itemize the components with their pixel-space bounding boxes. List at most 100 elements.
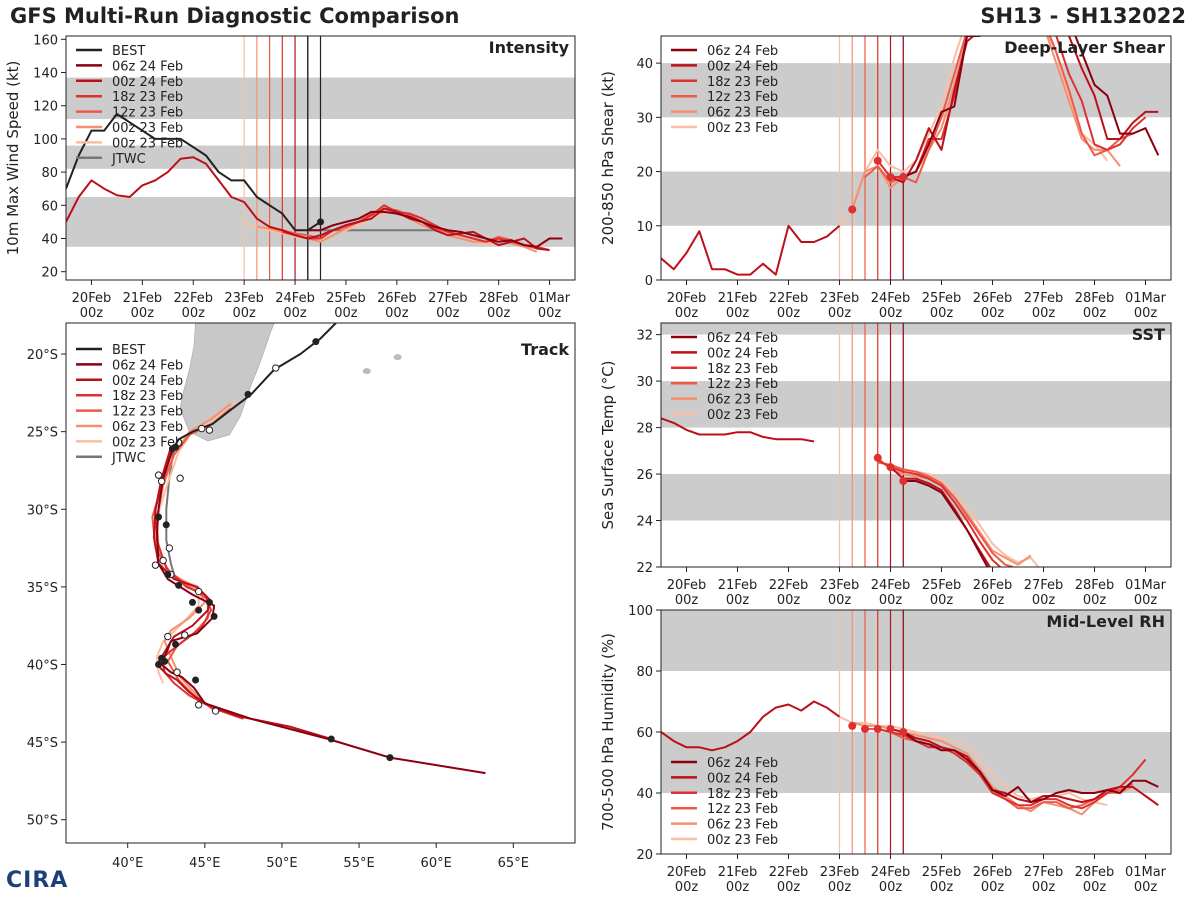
series-line [307,210,563,248]
axes-frame [65,35,576,281]
x-tick-label: 00z [930,880,954,895]
legend-label: 00z 23 Feb [112,136,183,151]
legend-label: 00z 23 Feb [112,121,183,136]
x-tick-label: 00z [487,306,511,321]
panel-rh: 2040608010020Feb00z21Feb00z22Feb00z23Feb… [599,604,1172,895]
legend-label: 06z 24 Feb [707,331,778,346]
track-position-dot [161,657,169,665]
y-axis-label: Sea Surface Temp (°C) [599,360,617,529]
x-tick-label: 00z [828,593,852,608]
legend-label: 00z 24 Feb [112,374,183,389]
x-tick-label: 21Feb [718,865,758,880]
x-tick-label: 22Feb [173,291,213,306]
panel-track: 40°E 45°E 50°E 55°E 60°E 65°E 20°S 25°S 30°S 35°S… [27,322,576,871]
x-tick-label: 00z [80,306,104,321]
y-tick-label: 60 [636,726,653,741]
y-tick-label: 40 [41,233,58,248]
y-tick-label: 20 [636,848,653,863]
x-tick-label: 00z [1134,306,1158,321]
x-tick-label: 24Feb [275,291,315,306]
legend-label: 18z 23 Feb [707,75,778,90]
y-tick-label: 120 [33,100,58,115]
x-tick-label: 21Feb [123,291,163,306]
track-line [151,407,232,712]
madagascar-landmass [177,323,275,442]
x-tick-label: 21Feb [718,578,758,593]
y-tick-label: 40 [636,787,653,802]
x-tick-label: 00z [675,593,699,608]
shaded-band [661,610,1171,671]
track-position-dot [244,390,252,398]
x-tick-label: 20Feb [667,578,707,593]
x-tick-label: 00z [1083,593,1107,608]
island [393,354,402,361]
x-tick-label: 00z [828,306,852,321]
init-dot [886,463,895,472]
x-tick-label: 00z [436,306,460,321]
x-tick-label: 01Mar [529,291,571,306]
x-tick-label: 00z [879,880,903,895]
series-line [877,36,1147,178]
x-tick-label: 40°E [112,856,143,871]
track-position-hollow [176,474,184,482]
x-tick-label: 00z [981,880,1005,895]
x-tick-label: 00z [1083,880,1107,895]
x-tick-label: 50°E [266,856,297,871]
track-line [154,443,244,720]
figure-title: GFS Multi-Run Diagnostic Comparison [10,4,460,28]
init-dot [873,724,882,733]
x-tick-label: 23Feb [820,865,860,880]
axes-frame [660,322,1172,568]
track-position-hollow [272,364,280,372]
x-tick-label: 27Feb [1024,865,1064,880]
legend-label: 12z 23 Feb [112,106,183,121]
x-tick-label: 24Feb [871,291,911,306]
x-tick-label: 23Feb [820,291,860,306]
track-position-hollow [205,426,214,434]
panel-title: Intensity [489,38,570,57]
legend-label: BEST [112,44,145,59]
track-position-hollow [194,587,203,596]
x-tick-label: 25Feb [922,291,962,306]
plot-area [661,323,1171,567]
y-tick-label: 50°S [27,814,58,829]
x-tick-label: 00z [1134,880,1158,895]
series-dot [317,218,324,226]
legend-label: 18z 23 Feb [112,90,183,105]
axes-frame [660,35,1172,281]
legend-label: 06z 24 Feb [112,59,183,74]
x-tick-label: 45°E [189,856,220,871]
series-line [890,728,1159,807]
y-tick-label: 26 [636,468,653,483]
x-tick-label: 00z [675,306,699,321]
x-tick-label: 00z [981,593,1005,608]
y-tick-label: 22 [636,561,653,576]
series-line [864,36,1134,184]
x-tick-label: 00z [777,880,801,895]
init-dot [899,728,908,736]
panel-title: SST [1132,325,1165,344]
x-tick-label: 26Feb [973,291,1013,306]
panel-shear: 01020304020Feb00z21Feb00z22Feb00z23Feb00… [599,35,1172,321]
shaded-band [661,323,1171,335]
track-line [152,446,332,740]
legend-label: 00z 24 Feb [707,346,778,361]
x-tick-label: 23Feb [820,578,860,593]
legend-label: 12z 23 Feb [112,405,183,420]
shaded-band [661,63,1171,118]
track-position-dot [195,606,203,614]
x-tick-label: 20Feb [667,291,707,306]
x-tick-label: 00z [726,306,750,321]
y-tick-label: 40 [636,57,653,72]
series-line [903,480,989,567]
panel-title: Mid-Level RH [1046,612,1165,631]
y-tick-label: 20 [636,166,653,181]
track-position-dot [172,443,180,451]
track-position-dot [162,521,170,529]
x-tick-label: 20Feb [667,865,707,880]
legend-label: 06z 23 Feb [707,393,778,408]
x-tick-label: 28Feb [1075,291,1115,306]
track-position-hollow [181,631,189,639]
x-tick-label: 00z [828,880,852,895]
